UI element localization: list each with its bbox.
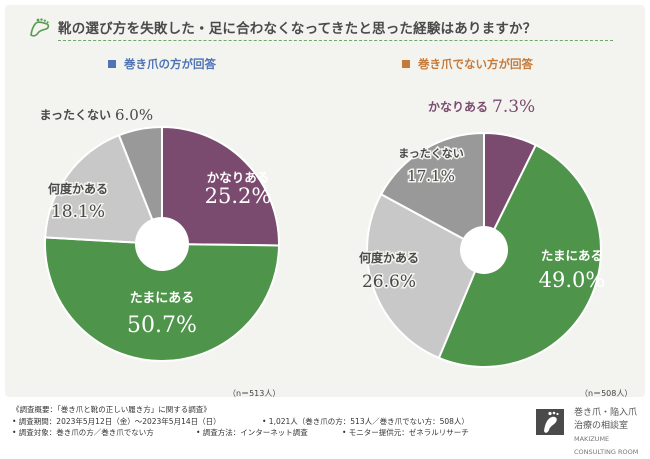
pie1-slice-1 — [161, 125, 280, 247]
pie2-slice-4 — [379, 131, 485, 252]
survey-footer: 《調査概要：「巻き爪と靴の正しい履き方」に関する調査》 • 調査期間：2023年… — [12, 404, 469, 439]
chart-title: 靴の選び方を失敗した・足に合わなくなってきたと思った経験はありますか？ — [58, 21, 537, 37]
pie1-slice-3 — [44, 133, 164, 246]
pie1-slice-4 — [117, 125, 163, 245]
pie2-value-3: 26.6% — [362, 272, 416, 292]
footer-people: • 1,021人（巻き爪の方：513人／巻き爪でない方：508人） — [262, 416, 469, 426]
pie2-label-3: 何度かある — [359, 250, 419, 265]
foot-icon — [30, 18, 50, 37]
title-underline — [58, 40, 613, 41]
legend-right-swatch — [402, 60, 410, 68]
footer-period: • 調査期間：2023年5月12日（金）〜2023年5月14日（日） — [12, 416, 221, 426]
title-bar: 靴の選び方を失敗した・足に合わなくなってきたと思った経験はありますか？ — [28, 14, 628, 40]
footer-method: • 調査方法：インターネット調査 — [196, 428, 308, 437]
footer-heading: 《調査概要：「巻き爪と靴の正しい履き方」に関する調査》 — [12, 405, 211, 414]
pie2-value-1: 7.3% — [492, 97, 535, 117]
pie1-label-2: たまにある — [130, 291, 195, 306]
brand-logo: 巻き爪・陥入爪 治療の相談室 MAKIZUME CONSULTING ROOM — [530, 405, 640, 456]
foot-logo-icon — [530, 405, 570, 441]
footer-provider: • モニター提供元：ゼネラルリサーチ — [342, 428, 469, 437]
legend-right: 巻き爪でない方が回答 — [402, 56, 533, 72]
pie2-label-2: たまにある — [541, 248, 603, 263]
pie1-value-4: 6.0% — [115, 106, 153, 124]
pie2-label-1: かなりある — [428, 100, 488, 114]
pie1-value-1: 25.2% — [205, 184, 272, 208]
pie1-slice-2 — [44, 236, 281, 362]
n-label-left: （n＝513人） — [228, 389, 281, 398]
pie2-value-2: 49.0% — [539, 268, 606, 292]
n-label-right: （n＝508人） — [580, 389, 633, 398]
logo-line1: 巻き爪・陥入爪 — [574, 408, 638, 418]
logo-line3: MAKIZUME CONSULTING ROOM — [574, 435, 639, 456]
legend-left: 巻き爪の方が回答 — [108, 56, 216, 72]
logo-text: 巻き爪・陥入爪 治療の相談室 MAKIZUME CONSULTING ROOM — [574, 407, 640, 459]
legend-left-swatch — [108, 60, 116, 68]
pie2-label-4: まったくない — [398, 147, 464, 160]
footer-target: • 調査対象：巻き爪の方／巻き爪でない方 — [12, 428, 154, 437]
pie1-value-3: 18.1% — [51, 202, 105, 222]
pie2-slice-2 — [437, 143, 602, 368]
pie1-label-1: かなりある — [207, 170, 270, 185]
legend-left-label: 巻き爪の方が回答 — [124, 57, 216, 71]
pie1-center-hole — [135, 217, 189, 271]
pie1-label-3: 何度かある — [48, 181, 108, 196]
pie2-center-hole — [460, 226, 508, 274]
legend-right-label: 巻き爪でない方が回答 — [418, 57, 533, 71]
pie2-value-4: 17.1% — [407, 167, 455, 185]
logo-line2: 治療の相談室 — [574, 421, 629, 431]
pie1-label-4: まったくない — [39, 108, 111, 122]
pie1-value-2: 50.7% — [127, 313, 197, 338]
